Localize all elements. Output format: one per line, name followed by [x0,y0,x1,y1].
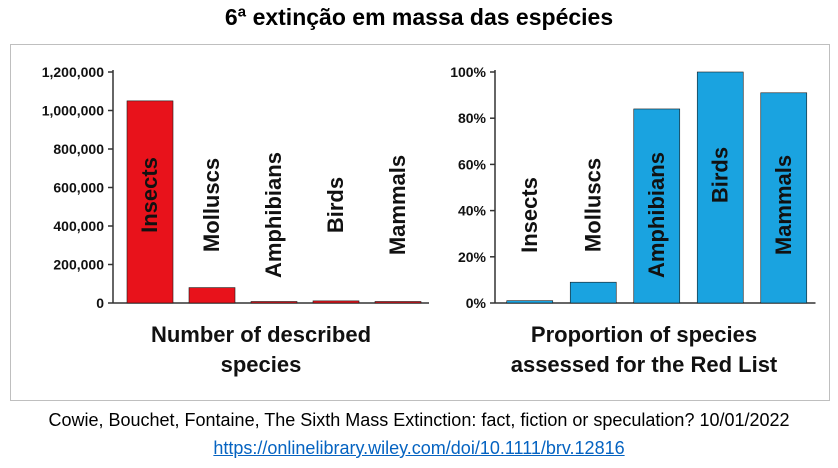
bar-amphibians [250,301,298,304]
chart-title-line: Number of described [151,322,371,347]
y-tick-label: 0% [466,295,487,311]
bar-birds [696,71,744,304]
page-title: 6ª extinção em massa das espécies [224,4,614,30]
y-tick-label: 800,000 [53,141,104,157]
y-tick-label: 1,200,000 [42,64,104,80]
citation-text: Cowie, Bouchet, Fontaine, The Sixth Mass… [48,410,790,430]
y-tick-label: 0 [96,295,104,311]
bar-insects [126,100,174,304]
chart-title-line: assessed for the Red List [511,352,778,377]
chart-title-line: Proportion of species [531,322,757,347]
category-label-amphibians: Amphibians [644,152,669,278]
bar-molluscs [188,287,236,304]
y-tick-label: 80% [458,110,487,126]
y-tick-label: 100% [450,64,486,80]
category-label-mammals: Mammals [385,155,410,255]
bar-mammals [760,92,808,304]
y-tick-label: 1,000,000 [42,103,104,119]
category-label-molluscs: Molluscs [580,158,605,252]
category-label-insects: Insects [137,157,162,233]
y-tick-label: 60% [458,156,487,172]
bar-birds [312,300,360,304]
category-label-mammals: Mammals [771,155,796,255]
charts-figure: 0 200,000 400,000 600,000 800,000 1,000,000 1,… [42,64,816,377]
bar-amphibians [633,108,681,304]
category-label-insects: Insects [517,177,542,253]
y-tick-label: 400,000 [53,218,104,234]
bar-molluscs [569,281,617,304]
category-label-molluscs: Molluscs [199,158,224,252]
y-tick-label: 600,000 [53,180,104,196]
doi-link[interactable]: https://onlinelibrary.wiley.com/doi/10.1… [213,438,625,458]
category-label-amphibians: Amphibians [261,152,286,278]
y-tick-label: 40% [458,203,487,219]
chart-title-line: species [221,352,302,377]
y-tick-label: 200,000 [53,257,104,273]
figure-panel: 0 200,000 400,000 600,000 800,000 1,000,000 1,… [10,44,830,401]
y-tick-label: 20% [458,249,487,265]
category-label-birds: Birds [323,177,348,233]
category-label-birds: Birds [707,147,732,203]
bar-mammals [374,301,422,304]
bar-insects [506,300,554,304]
